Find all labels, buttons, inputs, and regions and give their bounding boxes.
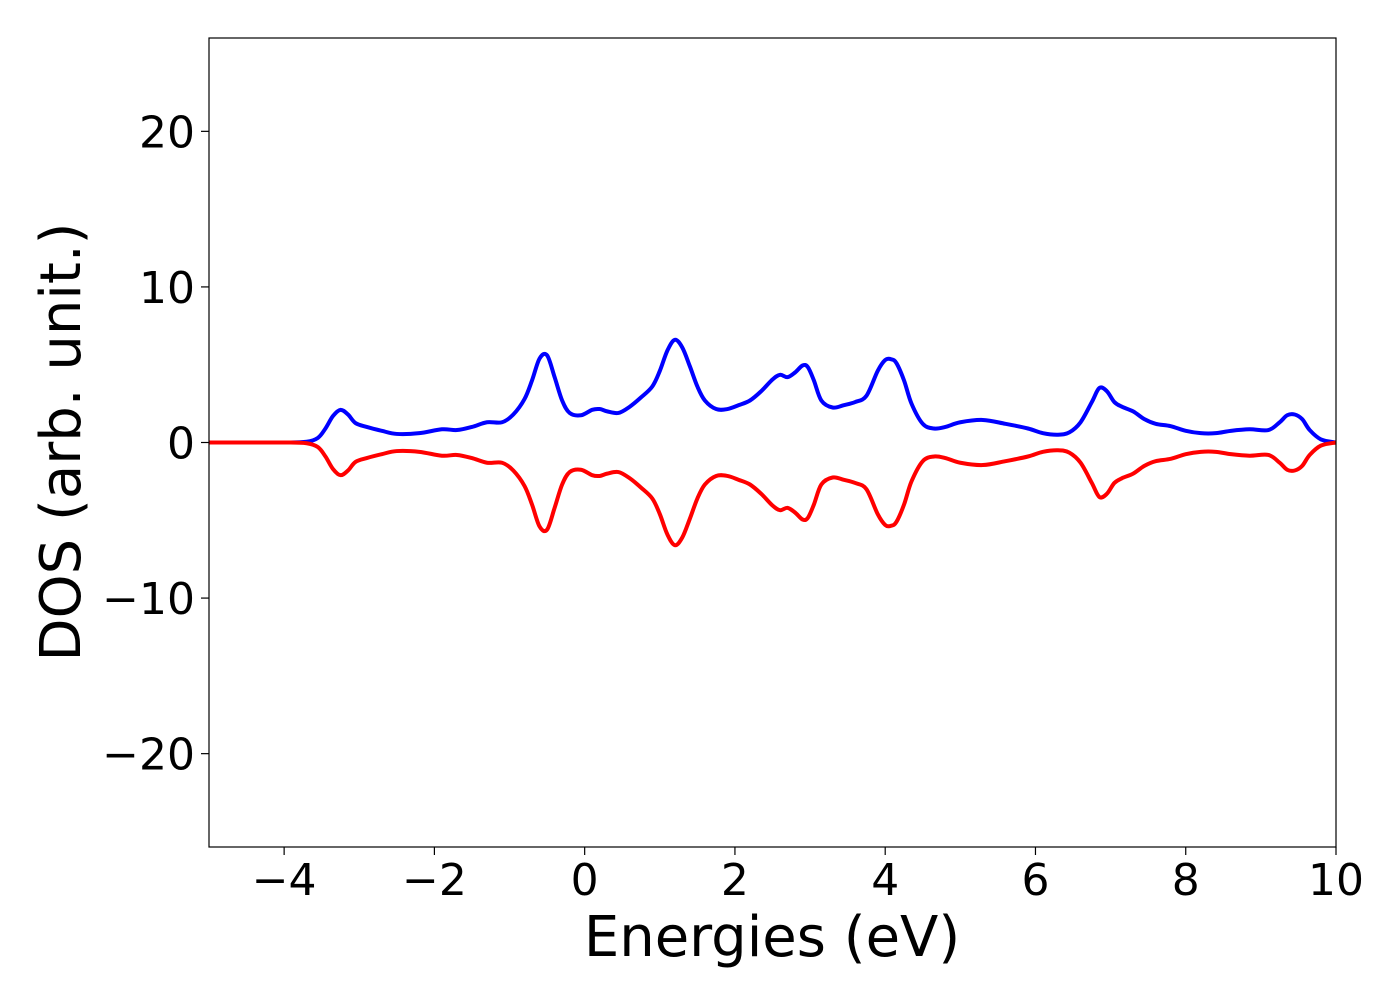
x-axis-title: Energies (eV) — [584, 905, 960, 970]
series-line-spin-down — [208, 440, 1337, 548]
y-tick-label: 20 — [139, 107, 195, 158]
x-tick-label: 8 — [1172, 855, 1200, 906]
x-tick-label: −4 — [252, 855, 317, 906]
plot-background — [209, 38, 1336, 847]
x-tick-label: 10 — [1308, 855, 1364, 906]
y-tick-label: 10 — [139, 263, 195, 314]
y-tick-label: −10 — [102, 574, 195, 625]
x-tick-label: 2 — [721, 855, 749, 906]
x-tick-label: −2 — [402, 855, 467, 906]
x-tick-label: 0 — [571, 855, 599, 906]
series-line-spin-up — [208, 337, 1337, 445]
x-axis-ticks: −4 −2 0 2 4 6 8 10 — [252, 847, 1364, 906]
y-tick-label: −20 — [102, 730, 195, 781]
y-axis-ticks: −20 −10 0 10 20 — [102, 107, 209, 781]
y-axis-title: DOS (arb. unit.) — [29, 222, 94, 661]
y-tick-label: 0 — [167, 419, 195, 470]
series-layer — [208, 337, 1337, 548]
x-tick-label: 6 — [1021, 855, 1049, 906]
x-tick-label: 4 — [871, 855, 899, 906]
